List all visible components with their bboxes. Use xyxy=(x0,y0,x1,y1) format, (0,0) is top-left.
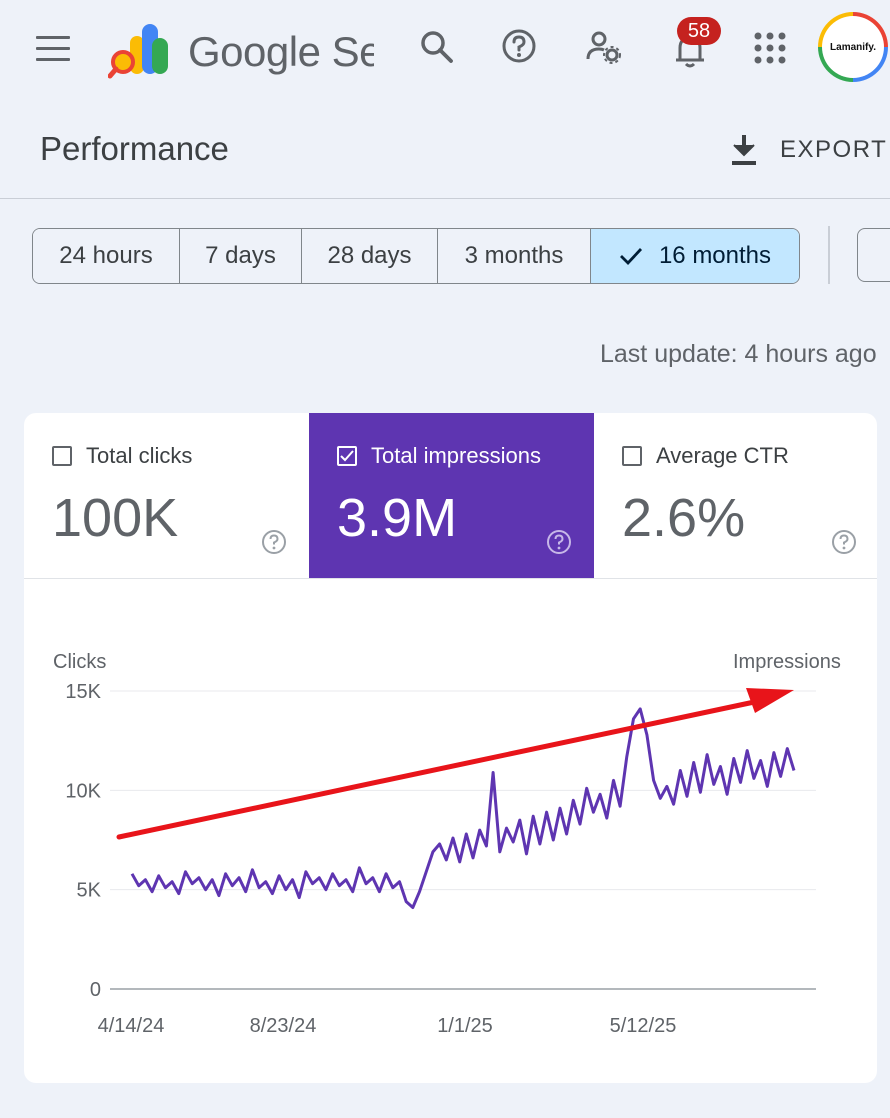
metric-average-ctr[interactable]: Average CTR 2.6% xyxy=(594,413,877,578)
chip-24-hours[interactable]: 24 hours xyxy=(33,229,180,283)
y-tick-label: 0 xyxy=(90,979,101,1001)
chip-divider xyxy=(828,226,830,284)
product-name: Google Search Console xyxy=(188,28,374,75)
help-circle-icon[interactable] xyxy=(546,529,572,555)
y-tick-label: 10K xyxy=(65,780,101,802)
chip-label: 24 hours xyxy=(59,242,153,269)
metric-total-clicks[interactable]: Total clicks 100K xyxy=(24,413,309,578)
card-divider xyxy=(24,578,877,579)
page-title: Performance xyxy=(40,130,229,167)
metric-value: 3.9M xyxy=(337,488,458,548)
help-circle-icon[interactable] xyxy=(831,529,857,555)
download-icon xyxy=(732,135,756,165)
help-icon[interactable] xyxy=(501,28,537,64)
chip-label: 16 months xyxy=(658,242,772,269)
date-range-chips: 24 hours 7 days 28 days 3 months 16 mont… xyxy=(32,228,800,284)
menu-icon[interactable] xyxy=(36,36,70,62)
x-tick-label: 8/23/24 xyxy=(250,1015,317,1037)
x-tick-label: 1/1/25 xyxy=(437,1015,493,1037)
chip-label: 3 months xyxy=(464,242,564,269)
x-tick-label: 4/14/24 xyxy=(98,1015,165,1037)
search-icon[interactable] xyxy=(418,28,454,64)
apps-grid-icon[interactable] xyxy=(752,30,788,66)
impressions-series-line xyxy=(130,707,796,909)
metric-value: 2.6% xyxy=(622,488,746,548)
chip-7-days[interactable]: 7 days xyxy=(180,229,302,283)
chip-3-months[interactable]: 3 months xyxy=(438,229,591,283)
export-button[interactable]: EXPORT xyxy=(728,130,887,170)
account-avatar[interactable]: Lamanify. xyxy=(818,12,888,82)
search-console-logo xyxy=(108,24,168,79)
trend-arrow-line xyxy=(116,698,762,840)
metric-label: Total clicks xyxy=(86,443,193,468)
last-update: Last update: 4 hours ago xyxy=(600,340,877,368)
y-axis-label-right: Impressions xyxy=(733,651,841,673)
chip-label: 7 days xyxy=(205,242,276,269)
checkbox-checked[interactable] xyxy=(337,446,357,466)
metric-label: Average CTR xyxy=(656,443,789,468)
export-label: EXPORT xyxy=(780,136,888,163)
chip-16-months[interactable]: 16 months xyxy=(591,229,799,283)
title-bar: Performance EXPORT xyxy=(0,100,890,199)
check-icon xyxy=(340,450,354,462)
x-tick-label: 5/12/25 xyxy=(610,1015,677,1037)
chip-28-days[interactable]: 28 days xyxy=(302,229,438,283)
metric-label: Total impressions xyxy=(371,443,541,468)
checkbox[interactable] xyxy=(622,446,642,466)
user-settings-icon[interactable] xyxy=(585,28,621,64)
trend-arrow-head xyxy=(746,688,794,713)
notification-badge: 58 xyxy=(677,17,721,45)
y-tick-label: 15K xyxy=(65,681,101,703)
filter-chip[interactable] xyxy=(857,228,890,282)
y-axis-label-left: Clicks xyxy=(53,651,107,673)
checkbox[interactable] xyxy=(52,446,72,466)
performance-card: Total clicks 100K Total impressions 3.9M… xyxy=(24,413,877,1083)
chip-label: 28 days xyxy=(327,242,412,269)
check-icon xyxy=(619,248,642,266)
app-header: Google Search Console 58 Lamanify. xyxy=(0,0,890,100)
avatar-text: Lamanify. xyxy=(822,16,884,78)
performance-chart: 15K 10K 5K 0 4/14/24 8/23/24 1/1/25 5/12/25 xyxy=(65,681,816,1037)
metric-value: 100K xyxy=(52,488,179,548)
y-tick-label: 5K xyxy=(77,880,102,902)
help-circle-icon[interactable] xyxy=(261,529,287,555)
metric-total-impressions[interactable]: Total impressions 3.9M xyxy=(309,413,594,578)
